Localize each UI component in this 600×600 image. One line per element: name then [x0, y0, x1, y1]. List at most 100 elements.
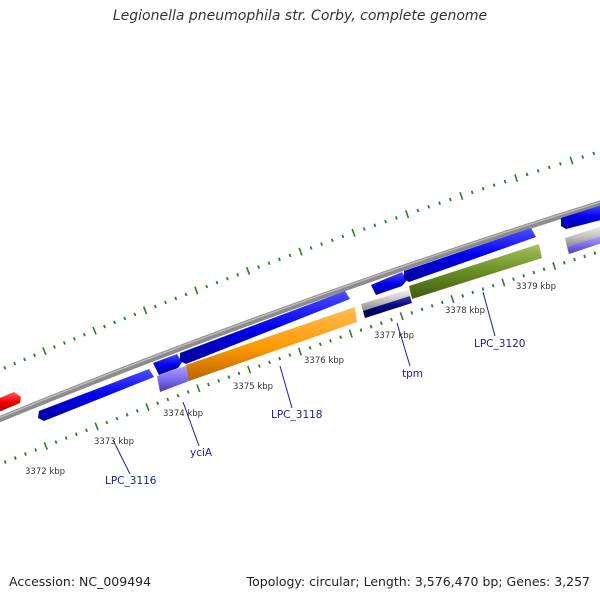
inner-ring-minor-tick	[268, 360, 271, 365]
outer-ring-minor-tick	[581, 155, 584, 159]
inner-ring-minor-tick	[207, 382, 210, 387]
genome-backbone-highlight	[0, 201, 600, 419]
outer-ring-minor-tick	[320, 242, 324, 246]
inner-ring-minor-tick	[217, 378, 221, 383]
kbp-label-3373: 3373 kbp	[94, 437, 134, 447]
outer-ring-minor-tick	[416, 208, 420, 213]
outer-ring-minor-tick	[215, 280, 219, 285]
outer-ring-minor-tick	[13, 361, 17, 366]
inner-ring-minor-tick	[74, 432, 78, 437]
outer-ring-minor-tick	[62, 341, 66, 345]
inner-ring-minor-tick	[278, 356, 282, 361]
outer-ring-minor-tick	[481, 186, 485, 191]
outer-ring-major-tick	[92, 326, 97, 335]
outer-ring-minor-tick	[309, 246, 313, 250]
outer-ring-minor-tick	[525, 172, 529, 177]
feature-red-cds[interactable]	[0, 392, 21, 413]
gene-label-lpc-3116[interactable]: LPC_3116	[105, 475, 157, 487]
gene-label-ycia[interactable]: yciA	[190, 447, 213, 459]
outer-ring-minor-tick	[33, 353, 36, 358]
outer-ring-minor-tick	[536, 169, 540, 173]
inner-ring-minor-tick	[64, 436, 68, 440]
outer-ring-minor-tick	[394, 216, 398, 220]
outer-ring-minor-tick	[123, 316, 127, 321]
inner-ring-minor-tick	[522, 274, 526, 278]
outer-ring-major-tick	[194, 286, 199, 295]
outer-ring-minor-tick	[103, 324, 106, 329]
feature-cds-lpc-3120[interactable]	[404, 228, 536, 282]
feature-lavender-ycia[interactable]	[157, 365, 189, 392]
label-leaders	[112, 291, 496, 475]
outer-ring-minor-tick	[52, 345, 56, 349]
outer-ring-minor-tick	[236, 272, 240, 277]
inner-ring-major-tick	[501, 278, 506, 287]
outer-ring-minor-tick	[547, 165, 551, 170]
outer-ring-minor-tick	[559, 162, 562, 166]
feature-grey-tpm-top[interactable]	[361, 289, 410, 311]
inner-ring-minor-tick	[339, 335, 343, 340]
outer-ring-major-tick	[405, 210, 410, 219]
inner-ring-minor-tick	[227, 375, 231, 379]
inner-ring-minor-tick	[176, 393, 180, 398]
inner-ring-minor-tick	[593, 251, 597, 255]
inner-ring-minor-tick	[3, 460, 7, 464]
outer-ring-minor-tick	[278, 257, 281, 262]
feature-grey-next[interactable]	[565, 225, 600, 247]
feature-cds-tpm[interactable]	[371, 272, 407, 295]
kbp-label-3377: 3377 kbp	[374, 331, 414, 341]
kbp-label-3379: 3379 kbp	[516, 282, 556, 292]
gene-label-tpm[interactable]: tpm	[402, 368, 423, 380]
outer-ring-minor-tick	[592, 151, 596, 156]
outer-ring-minor-tick	[184, 292, 188, 297]
inner-ring-minor-tick	[24, 452, 27, 456]
inner-ring-minor-tick	[562, 261, 566, 265]
inner-ring-minor-tick	[288, 353, 292, 357]
inner-ring-minor-tick	[135, 409, 139, 413]
feature-lavender-next[interactable]	[567, 235, 600, 254]
inner-ring-minor-tick	[115, 416, 119, 421]
outer-ring-minor-tick	[384, 219, 387, 224]
feature-cds-lpc-3116[interactable]	[38, 369, 154, 421]
inner-ring-minor-tick	[471, 290, 475, 295]
inner-ring-major-tick	[297, 347, 303, 356]
feature-cds-lpc-3118[interactable]	[180, 291, 350, 364]
outer-ring-minor-tick	[72, 336, 76, 341]
feature-orange-lpc-3118[interactable]	[186, 307, 357, 381]
outer-ring-major-tick	[569, 156, 574, 165]
inner-ring-minor-tick	[379, 321, 383, 326]
inner-ring-major-tick	[94, 422, 99, 431]
outer-ring-minor-tick	[133, 312, 137, 317]
outer-ring-minor-tick	[164, 300, 167, 305]
inner-ring-minor-tick	[125, 412, 129, 417]
outer-ring-major-tick	[514, 173, 519, 183]
outer-ring-minor-tick	[362, 227, 366, 231]
feature-olive-lpc-3120[interactable]	[409, 244, 542, 299]
accession-text: Accession: NC_009494	[9, 574, 152, 589]
gene-label-lpc-3120[interactable]: LPC_3120	[474, 338, 526, 350]
inner-ring-minor-tick	[430, 304, 434, 308]
outer-ring-major-tick	[459, 191, 464, 200]
outer-ring-minor-tick	[288, 253, 292, 258]
inner-ring-major-tick	[399, 312, 404, 321]
outer-ring-major-tick	[245, 266, 251, 275]
inner-ring-minor-tick	[532, 270, 536, 275]
inner-ring-minor-tick	[542, 267, 546, 272]
feature-cds-ycia[interactable]	[153, 354, 182, 375]
kbp-label-3376: 3376 kbp	[304, 356, 344, 366]
kbp-label-3374: 3374 kbp	[163, 409, 203, 419]
outer-ring-minor-tick	[373, 223, 377, 228]
outer-ring-minor-tick	[153, 304, 157, 309]
inner-ring-minor-tick	[512, 277, 515, 281]
outer-ring-minor-tick	[23, 357, 27, 362]
inner-ring-minor-tick	[440, 300, 444, 305]
inner-ring-major-tick	[43, 442, 49, 450]
outer-ring-minor-tick	[113, 320, 117, 325]
feature-cds-next[interactable]	[561, 204, 600, 229]
gene-label-lpc-3118[interactable]: LPC_3118	[271, 409, 323, 421]
inner-ring-minor-tick	[318, 342, 322, 347]
inner-ring-major-tick	[196, 384, 201, 393]
feature-navy-tpm[interactable]	[363, 296, 412, 318]
outer-ring-minor-tick	[205, 284, 209, 289]
